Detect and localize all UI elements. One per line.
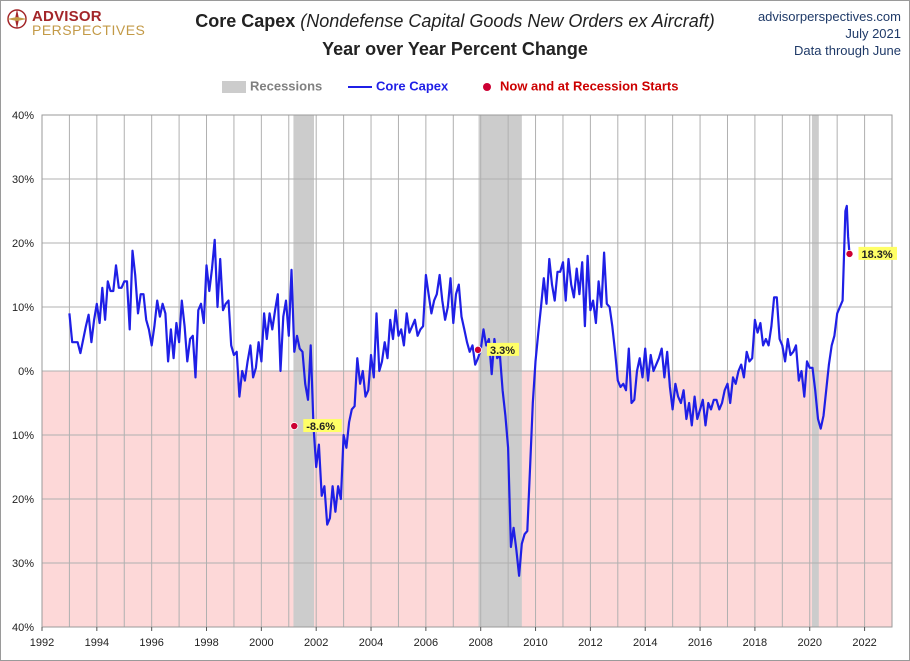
x-tick-label: 2020 [797,637,821,649]
source-date: July 2021 [845,26,901,41]
marker-label-bg [303,419,342,433]
x-tick-label: 2012 [578,637,602,649]
y-tick-label: 20% [12,494,34,506]
legend-series-label: Core Capex [376,78,449,94]
source-data-through: Data through June [794,43,901,58]
plot-border [41,114,893,628]
chart-title: Core Capex (Nondefense Capital Goods New… [0,11,910,32]
source-block: advisorperspectives.com July 2021 Data t… [758,8,901,59]
marker-dot-0 [290,422,299,431]
legend-item-recessions: Recessions [222,77,322,95]
marker-label-1: 3.3% [486,342,519,357]
legend-markers-label: Now and at Recession Starts [500,78,679,94]
marker-label-bg [486,342,519,356]
y-tick-label: 10% [12,430,34,442]
x-tick-label: 2022 [852,637,876,649]
y-tick-label: 30% [12,174,34,186]
legend-line-swatch [348,85,372,88]
compass-rose-icon [7,9,27,29]
x-tick-label: 2010 [523,637,547,649]
marker-dot-2 [845,249,854,258]
legend-item-series: Core Capex [348,77,448,95]
marker-label-2: 18.3% [858,246,897,261]
chart-legend: Recessions Core Capex Now and at Recessi… [0,77,910,95]
y-tick-label: 40% [12,622,34,634]
x-tick-label: 1994 [85,637,109,649]
series-line-0 [68,204,851,577]
legend-recession-swatch [222,80,246,93]
marker-label-text: -8.6% [306,421,335,433]
x-tick-label: 2006 [414,637,438,649]
x-tick-label: 2008 [468,637,492,649]
y-tick-label: 20% [12,238,34,250]
legend-item-markers: Now and at Recession Starts [483,77,678,95]
chart-title-sub: (Nondefense Capital Goods New Orders ex … [300,11,715,31]
x-tick-label: 2004 [359,637,383,649]
chart-subtitle: Year over Year Percent Change [322,39,588,59]
x-tick-label: 1996 [139,637,163,649]
y-tick-label: 30% [12,558,34,570]
x-tick-label: 2016 [688,637,712,649]
marker-label-text: 3.3% [490,345,515,357]
y-tick-label: 40% [12,110,34,122]
logo-word-advisor: ADVISOR [32,8,102,25]
y-tick-label: 10% [12,302,34,314]
x-tick-label: 1992 [30,637,54,649]
x-tick-label: 2002 [304,637,328,649]
x-tick-label: 2018 [743,637,767,649]
marker-dot-1 [473,345,482,354]
x-tick-label: 1998 [194,637,218,649]
chart-title-main: Core Capex [195,11,296,31]
y-tick-label: 0% [18,366,34,378]
marker-label-0: -8.6% [303,419,342,433]
logo-word-perspectives: PERSPECTIVES [32,22,146,38]
legend-marker-dot-icon [483,82,491,91]
marker-label-text: 18.3% [862,249,893,261]
source-site: advisorperspectives.com [757,9,901,24]
legend-recessions-label: Recessions [250,78,323,94]
x-tick-label: 2000 [249,637,273,649]
x-tick-label: 2014 [633,637,657,649]
advisor-perspectives-logo: ADVISOR PERSPECTIVES [6,6,146,40]
marker-label-bg [858,246,897,260]
